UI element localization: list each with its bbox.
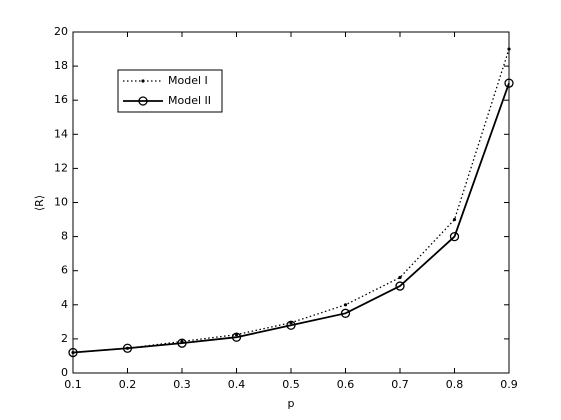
point [177, 338, 187, 348]
x-tick-label: 0.5 [282, 378, 300, 391]
y-tick-label: 14 [54, 127, 68, 140]
y-tick-label: 8 [61, 230, 68, 243]
legend-marker [138, 96, 148, 106]
y-tick-label: 0 [61, 366, 68, 379]
point [398, 275, 402, 280]
point [452, 217, 457, 222]
point [449, 231, 460, 242]
y-tick-label: 4 [61, 298, 68, 311]
x-tick-label: 0.2 [119, 378, 137, 391]
y-tick-label: 6 [61, 264, 68, 277]
point [343, 303, 348, 307]
y-axis-label: ⟨R⟩ [33, 195, 46, 211]
series-line [72, 82, 510, 354]
point [286, 320, 296, 330]
legend-marker [141, 79, 145, 83]
y-tick-label: 12 [54, 161, 68, 174]
x-tick-label: 0.8 [446, 378, 464, 391]
x-tick-label: 0.7 [391, 378, 409, 391]
point [231, 332, 242, 342]
x-tick-label: 0.3 [173, 378, 191, 391]
x-tick-label: 0.1 [64, 378, 82, 391]
point [395, 281, 405, 291]
y-tick-label: 10 [54, 196, 68, 209]
point [504, 78, 514, 88]
x-tick-label: 0.4 [228, 378, 246, 391]
point [68, 347, 78, 358]
legend-label: Model I [168, 74, 208, 87]
point [507, 47, 511, 51]
y-tick-label: 18 [54, 59, 68, 72]
y-tick-label: 2 [61, 332, 68, 345]
point [122, 343, 133, 353]
y-tick-label: 20 [54, 25, 68, 38]
legend-label: Model II [168, 94, 211, 107]
x-tick-label: 0.6 [337, 378, 355, 391]
point [340, 308, 351, 318]
x-tick-label: 0.9 [500, 378, 518, 391]
legend-box [117, 69, 223, 113]
x-axis-label: p [288, 397, 295, 410]
y-tick-label: 16 [54, 93, 68, 106]
